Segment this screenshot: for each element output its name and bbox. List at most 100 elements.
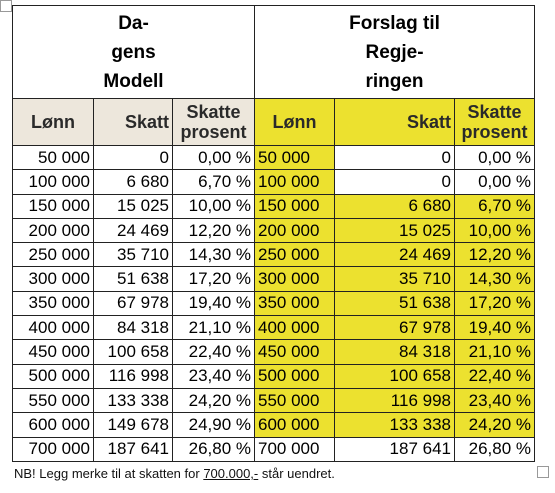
cell: 84 318 (334, 339, 455, 365)
cell: 149 678 (93, 412, 173, 438)
cell: 0,00 % (453, 144, 536, 171)
title-cell: Forslag til Regje-ringen (253, 5, 536, 99)
cell: 0 (334, 144, 455, 171)
cell: 26,80 % (453, 436, 536, 462)
cell: 17,20 % (453, 290, 536, 317)
cell: 200 000 (12, 217, 94, 244)
data-row: 50 000 0 0,00 % 50 000 0 0,00 % (12, 144, 536, 171)
cell: 116 998 (93, 363, 173, 389)
cell: 187 641 (93, 436, 173, 462)
cell: 35 710 (93, 242, 173, 268)
cell: 10,00 % (453, 217, 536, 244)
title-cell: Da-gens Modell (12, 5, 255, 99)
cell: 450 000 (254, 339, 335, 365)
cell: 700 000 (254, 436, 335, 462)
cell: 19,40 % (172, 290, 255, 317)
data-row: 300 000 51 638 17,20 % 300 000 35 710 14,30 % (12, 266, 536, 292)
text-line: Skatt (406, 112, 451, 132)
cell: 21,10 % (172, 315, 255, 341)
text-line: ringen (365, 70, 424, 92)
cell: 6,70 % (172, 169, 255, 195)
cell: 10,00 % (172, 193, 255, 219)
text-line: gens (111, 41, 156, 63)
column-header: Skatte prosent (172, 98, 255, 146)
data-row: 400 000 84 318 21,10 % 400 000 67 978 19,40 % (12, 315, 536, 341)
data-row: 100 000 6 680 6,70 % 100 000 0 0,00 % (12, 169, 536, 195)
cell: 17,20 % (172, 266, 255, 292)
cell: 12,20 % (172, 217, 255, 244)
cell: 21,10 % (453, 339, 536, 365)
cell: 24,90 % (172, 412, 255, 438)
text-line: Modell (103, 70, 164, 92)
text-line: Lønn (272, 112, 317, 132)
cell: 84 318 (93, 315, 173, 341)
column-header: Lønn (254, 98, 335, 146)
cell: 133 338 (93, 387, 173, 414)
cell: 550 000 (12, 387, 94, 414)
cell: 100 658 (334, 363, 455, 389)
cell: 400 000 (12, 315, 94, 341)
cell: 23,40 % (172, 363, 255, 389)
data-row: 700 000 187 641 26,80 % 700 000 187 641 26,80… (12, 436, 536, 462)
cell: 22,40 % (453, 363, 536, 389)
cell: 500 000 (12, 363, 94, 389)
data-row: 600 000 149 678 24,90 % 600 000 133 338 24,20… (12, 412, 536, 438)
cell: 14,30 % (172, 242, 255, 268)
cell: 116 998 (334, 387, 455, 414)
cell: 6,70 % (453, 193, 536, 219)
header-row: Lønn Skatt Skatte prosent Lønn Skatt Skatte pro… (12, 98, 536, 146)
cell: 300 000 (12, 266, 94, 292)
cell: 19,40 % (453, 315, 536, 341)
data-row: 200 000 24 469 12,20 % 200 000 15 025 10,00 % (12, 217, 536, 244)
column-header: Skatte prosent (453, 98, 536, 146)
text-line: Skatt (124, 112, 169, 132)
footnote: NB! Legg merke til at skatten for 700.00… (14, 466, 335, 481)
cell: 15 025 (334, 217, 455, 244)
data-row: 500 000 116 998 23,40 % 500 000 100 658 22,40… (12, 363, 536, 389)
cell: 700 000 (12, 436, 94, 462)
cell: 0,00 % (172, 144, 255, 171)
cell: 50 000 (254, 144, 335, 171)
cell: 23,40 % (453, 387, 536, 414)
cell: 250 000 (12, 242, 94, 268)
cell: 51 638 (93, 266, 173, 292)
cell: 350 000 (254, 290, 335, 317)
cell: 26,80 % (172, 436, 255, 462)
data-row: 450 000 100 658 22,40 % 450 000 84 318 21,10 … (12, 339, 536, 365)
text-line: Skatte (467, 102, 522, 122)
cell: 300 000 (254, 266, 335, 292)
text-line: Skatte (186, 102, 241, 122)
data-row: 550 000 133 338 24,20 % 550 000 116 998 23,40… (12, 387, 536, 414)
text-line: Regje- (365, 41, 424, 63)
text-line: Lønn (31, 112, 75, 132)
cell: 200 000 (254, 217, 335, 244)
column-header: Skatt (93, 98, 173, 146)
cell: 24 469 (93, 217, 173, 244)
cell: 187 641 (334, 436, 455, 462)
corner-marker (0, 0, 12, 12)
cell: 12,20 % (453, 242, 536, 268)
data-row: 150 000 15 025 10,00 % 150 000 6 680 6,70 % (12, 193, 536, 219)
text-line: prosent (180, 122, 247, 142)
cell: 67 978 (93, 290, 173, 317)
cell: 24,20 % (172, 387, 255, 414)
cell: 24 469 (334, 242, 455, 268)
note-text: står uendret. (258, 466, 335, 481)
cell: 0,00 % (453, 169, 536, 195)
cell: 15 025 (93, 193, 173, 219)
data-row: 250 000 35 710 14,30 % 250 000 24 469 12,20 % (12, 242, 536, 268)
cell: 0 (334, 169, 455, 195)
title-row: Da-gens Modell Forslag til Regje-ringen (12, 5, 536, 99)
cell: 14,30 % (453, 266, 536, 292)
cell: 500 000 (254, 363, 335, 389)
cell: 150 000 (12, 193, 94, 219)
cell: 400 000 (254, 315, 335, 341)
cell: 100 658 (93, 339, 173, 365)
note-link: 700.000,- (203, 466, 259, 481)
cell: 600 000 (12, 412, 94, 438)
data-row: 350 000 67 978 19,40 % 350 000 51 638 17,20 % (12, 290, 536, 317)
cell: 51 638 (334, 290, 455, 317)
column-header: Skatt (334, 98, 455, 146)
cell: 6 680 (93, 169, 173, 195)
